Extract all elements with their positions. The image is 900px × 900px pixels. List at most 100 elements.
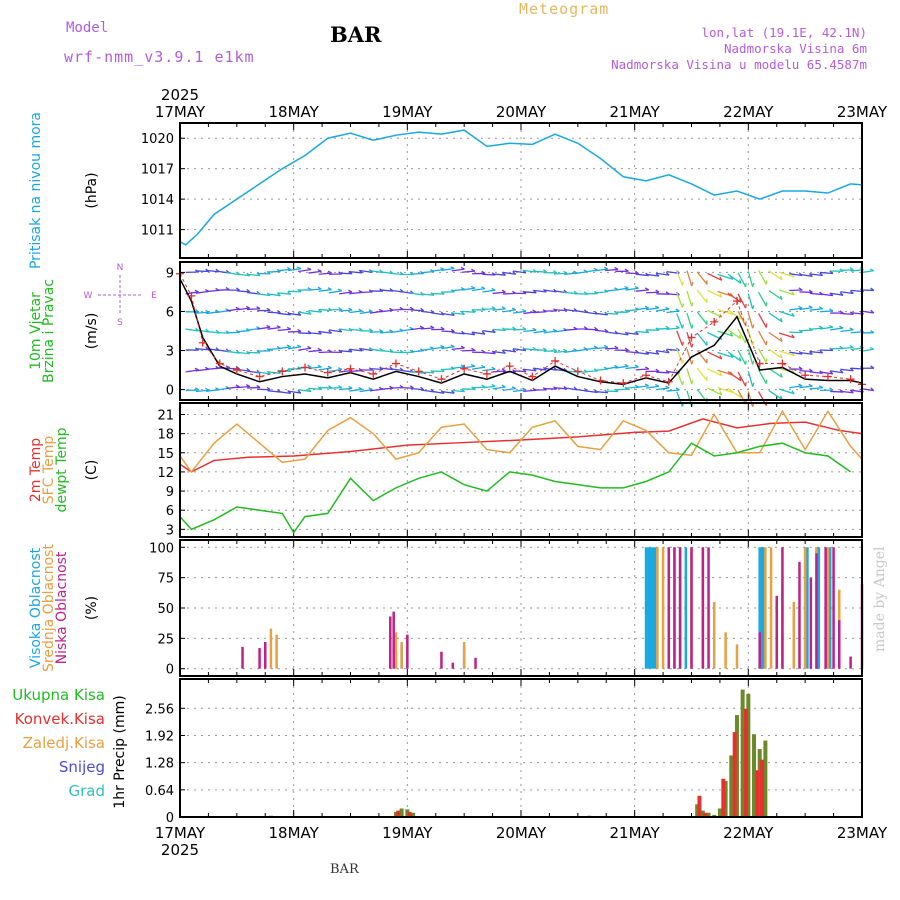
wind-arrow-head (235, 287, 240, 291)
y-tick-label: 25 (157, 632, 174, 647)
wind-arrow (410, 309, 424, 312)
wind-arrow (768, 367, 783, 378)
station-title: BAR (330, 22, 382, 47)
wind-arrow (727, 329, 742, 340)
wind-arrow-head (869, 346, 875, 350)
wind-arrow (492, 291, 506, 295)
wind-arrow-head (542, 328, 547, 332)
y-axis-label: Srednja Oblacnost (41, 544, 57, 672)
y-tick-label: 75 (157, 572, 174, 587)
wind-arrow-head (634, 285, 639, 289)
wind-arrow (757, 348, 767, 363)
wind-arrow (533, 330, 547, 334)
wind-arrow-head (791, 291, 795, 296)
wind-arrow-head (348, 289, 353, 293)
compass-s: S (117, 318, 123, 328)
wind-arrow (747, 348, 754, 365)
wind-arrow (840, 269, 854, 272)
wind-arrow-head (460, 266, 465, 270)
wind-arrow-head (665, 306, 670, 310)
y-tick-label: 1020 (141, 132, 174, 147)
wind-arrow-head (337, 367, 343, 371)
wind-arrow (717, 386, 734, 394)
wind-arrow-head (450, 344, 455, 348)
wind-arrow-head (481, 286, 486, 290)
wind-arrow-head (729, 353, 734, 358)
wind-arrow-head (502, 350, 506, 354)
wind-arrow (635, 385, 649, 389)
legend-entry: Zaledj.Kisa (23, 734, 105, 752)
wind-arrow-head (501, 289, 506, 293)
wind-arrow (277, 268, 291, 272)
wind-arrow (686, 312, 693, 329)
wind-arrow (757, 369, 767, 384)
wind-arrow (605, 312, 619, 315)
wind-arrow-head (603, 344, 609, 348)
data-point (437, 375, 446, 384)
wind-arrow (747, 293, 754, 310)
wind-arrow (277, 390, 291, 394)
wind-arrow-head (839, 325, 844, 329)
data-point (710, 317, 719, 326)
wind-arrow (737, 350, 747, 365)
data-point (232, 366, 241, 375)
wind-arrow-head (691, 379, 694, 385)
wind-arrow (277, 328, 291, 332)
y-tick-label: 21 (157, 408, 174, 423)
wind-arrow (482, 273, 496, 276)
y-tick-label: 1.28 (145, 757, 174, 772)
wind-arrow (287, 390, 301, 394)
wind-arrow (543, 387, 557, 390)
wind-arrow-head (491, 287, 496, 291)
wind-arrow-head (752, 282, 755, 287)
wind-arrow (686, 348, 693, 365)
bar-clouds (798, 561, 801, 669)
wind-arrow (840, 346, 854, 350)
data-point (323, 368, 332, 377)
wind-arrow-head (849, 344, 854, 349)
wind-arrow-head (752, 341, 755, 346)
wind-arrow (298, 268, 312, 273)
wind-arrow-head (194, 367, 199, 371)
wind-arrow-head (420, 307, 425, 312)
wind-arrow-head (194, 289, 199, 293)
bar-clouds (678, 547, 682, 669)
wind-arrow (757, 313, 767, 328)
wind-arrow (247, 351, 261, 354)
bar-precip (700, 810, 705, 817)
y-axis-label: Pritisak na nivou mora (28, 112, 44, 269)
wind-arrow (707, 387, 723, 396)
wind-arrow-head (368, 328, 373, 332)
wind-arrow (441, 312, 455, 317)
wind-arrow-head (266, 386, 271, 391)
wind-arrow-head (681, 324, 685, 329)
wind-arrow (410, 371, 424, 374)
wind-arrow-head (644, 383, 649, 387)
y-axis-label: 2m Temp (28, 438, 44, 502)
y-axis-label: SFC Temp (41, 436, 57, 505)
wind-arrow-head (791, 312, 795, 317)
bar-precip (393, 811, 398, 817)
wind-arrow-head (655, 305, 660, 309)
bar-clouds (758, 547, 761, 669)
wind-arrow-head (327, 365, 332, 369)
panel-frame (179, 678, 863, 818)
wind-arrow-head (624, 363, 629, 367)
wind-arrow-head (296, 266, 302, 270)
bar-clouds (389, 616, 392, 669)
wind-arrow-head (440, 344, 445, 348)
wind-arrow (737, 311, 747, 326)
wind-arrow (656, 350, 670, 354)
data-point (505, 362, 514, 371)
wind-arrow-head (501, 368, 506, 372)
wind-arrow (482, 307, 496, 311)
data-point (414, 367, 423, 376)
wind-arrow-head (266, 307, 271, 312)
bar-precip (697, 795, 702, 817)
wind-arrow (308, 349, 322, 353)
legend-entry: Snijeg (59, 758, 105, 776)
wind-arrow-head (752, 324, 755, 329)
wind-arrow (656, 371, 670, 374)
wind-arrow-head (808, 305, 813, 309)
